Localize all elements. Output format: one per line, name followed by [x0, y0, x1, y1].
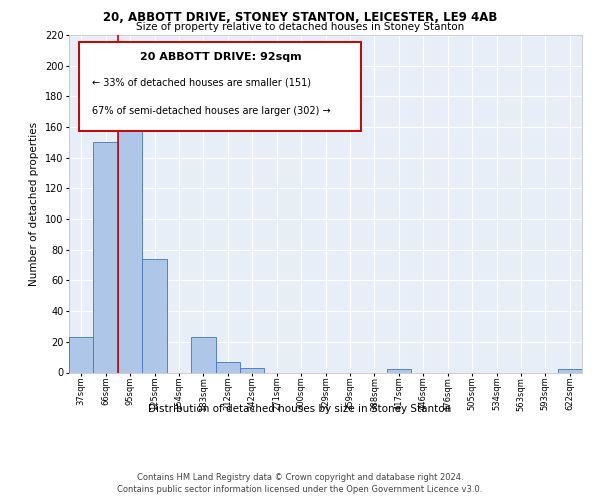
Text: Contains HM Land Registry data © Crown copyright and database right 2024.: Contains HM Land Registry data © Crown c… [137, 472, 463, 482]
Bar [69, 337, 94, 372]
Bar [118, 104, 142, 372]
Bar [557, 370, 582, 372]
FancyBboxPatch shape [79, 42, 361, 131]
Text: 20, ABBOTT DRIVE, STONEY STANTON, LEICESTER, LE9 4AB: 20, ABBOTT DRIVE, STONEY STANTON, LEICES… [103, 11, 497, 24]
Bar [215, 362, 240, 372]
Text: 20 ABBOTT DRIVE: 92sqm: 20 ABBOTT DRIVE: 92sqm [140, 52, 301, 62]
Bar [94, 142, 118, 372]
Text: Size of property relative to detached houses in Stoney Stanton: Size of property relative to detached ho… [136, 22, 464, 32]
Bar [191, 337, 215, 372]
Bar [142, 259, 167, 372]
Text: ← 33% of detached houses are smaller (151): ← 33% of detached houses are smaller (15… [92, 77, 311, 87]
Text: 67% of semi-detached houses are larger (302) →: 67% of semi-detached houses are larger (… [92, 106, 331, 116]
Y-axis label: Number of detached properties: Number of detached properties [29, 122, 39, 286]
Bar [386, 370, 411, 372]
Text: Contains public sector information licensed under the Open Government Licence v3: Contains public sector information licen… [118, 485, 482, 494]
Bar [240, 368, 265, 372]
Text: Distribution of detached houses by size in Stoney Stanton: Distribution of detached houses by size … [148, 404, 452, 414]
